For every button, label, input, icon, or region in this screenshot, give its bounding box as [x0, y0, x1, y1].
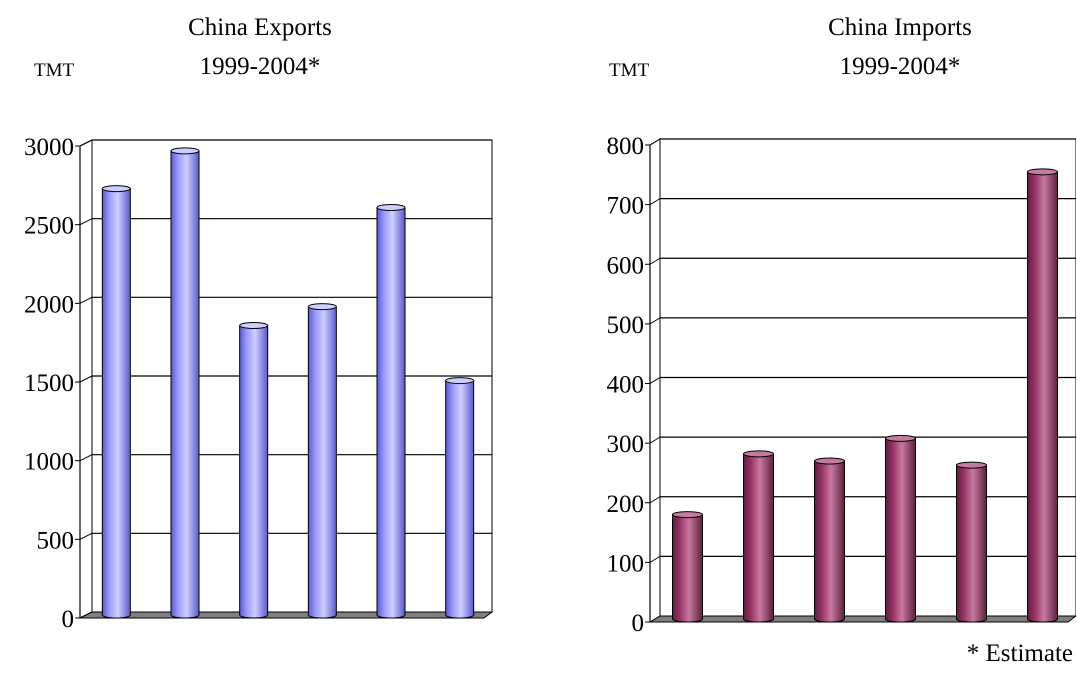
y-tick-label: 700 [607, 193, 645, 220]
bar-top [956, 461, 987, 469]
gridline-side [79, 454, 93, 462]
bar-body [956, 464, 987, 623]
bar-body [307, 306, 337, 619]
bar-2003 [956, 461, 987, 623]
y-tick-label: 400 [607, 372, 645, 399]
gridline-side [649, 436, 661, 444]
y-tick-label: 0 [62, 606, 75, 633]
y-axis-unit: TMT [609, 60, 650, 81]
exports-chart: China Exports TMT 1999-2004* 0 500 1000 150… [0, 0, 538, 673]
y-tick-label: 600 [607, 252, 645, 279]
bar-top [239, 322, 269, 330]
bar-top [376, 204, 406, 212]
y-tick-label: 1500 [24, 370, 74, 397]
gridline-side [649, 377, 661, 384]
bar-body [170, 150, 200, 619]
bar-2000 [170, 147, 200, 619]
y-tick-label: 2500 [24, 213, 74, 240]
bar-top [170, 147, 200, 155]
gridline-side [79, 375, 93, 383]
y-axis-unit: TMT [34, 60, 75, 81]
y-tick-label: 100 [607, 550, 645, 577]
bar-2000 [743, 450, 774, 623]
chart-subtitle: 1999-2004* [839, 53, 961, 80]
y-tick-label: 1000 [24, 449, 74, 476]
bar-body [885, 437, 916, 623]
bar-body [743, 453, 774, 623]
bar-body [376, 207, 406, 619]
y-tick-label: 2000 [24, 291, 74, 318]
bar-2004 [445, 377, 475, 619]
gridline-side [79, 139, 93, 147]
y-tick-label: 0 [632, 610, 645, 637]
bar-body [672, 514, 703, 623]
imports-plot: 0 100 200 300 400 500 600 700 800 [607, 133, 1076, 637]
y-tick-label: 500 [607, 312, 645, 339]
chart-floor [79, 611, 494, 619]
bar-1999 [672, 511, 703, 623]
gridline-side [79, 532, 93, 540]
imports-chart: China Imports TMT 1999-2004* 0 100 200 300 4… [538, 0, 1076, 673]
y-tick-label: 300 [607, 431, 645, 458]
bar-body [1027, 171, 1058, 623]
y-tick-label: 200 [607, 491, 645, 518]
bar-body [101, 188, 131, 619]
bar-body [814, 460, 845, 623]
bar-top [101, 185, 131, 193]
chart-title: China Exports [188, 14, 332, 41]
gridline-side [649, 555, 661, 563]
gridline-side [649, 198, 661, 206]
bar-top [743, 450, 774, 458]
y-tick-label: 3000 [24, 134, 74, 161]
bar-body [239, 325, 269, 619]
gridline-side [79, 296, 93, 304]
y-tick-label: 800 [607, 133, 645, 160]
gridline-side [649, 317, 661, 325]
bar-2004 [1027, 168, 1058, 623]
gridline-side [649, 257, 661, 265]
gridline-side [79, 218, 93, 226]
bar-2001 [814, 457, 845, 623]
chart-floor [648, 615, 1076, 623]
bar-top [445, 377, 475, 385]
bar-top [307, 303, 337, 311]
gridline-side [649, 496, 661, 504]
bar-1999 [101, 185, 131, 619]
bar-2001 [239, 322, 269, 619]
y-tick-label: 500 [37, 527, 75, 554]
bar-top [1027, 168, 1058, 176]
bar-2002 [307, 303, 337, 619]
exports-plot: 0 500 1000 1500 2000 2500 3000 [24, 134, 494, 633]
bar-2002 [885, 434, 916, 623]
estimate-footnote: * Estimate [966, 640, 1073, 667]
chart-title: China Imports [828, 14, 972, 41]
chart-subtitle: 1999-2004* [199, 53, 321, 80]
bar-top [814, 457, 845, 465]
bar-top [672, 511, 703, 519]
gridline-side [649, 138, 661, 146]
bar-top [885, 434, 916, 442]
bar-2003 [376, 204, 406, 619]
bar-body [445, 380, 475, 619]
